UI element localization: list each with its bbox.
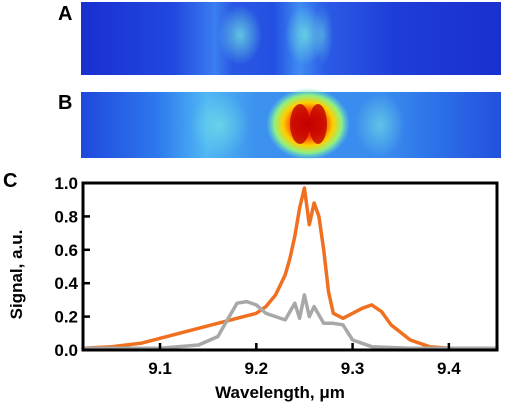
x-tick-label: 9.3 [341,359,365,378]
x-axis-title: Wavelength, μm [215,383,345,402]
x-tick-label: 9.2 [244,359,268,378]
y-axis-title: Signal, a.u. [7,230,26,320]
panel-label-b: B [58,92,73,114]
y-tick-label: 1.0 [54,174,78,193]
panel-label-a: A [58,3,73,25]
x-tick-label: 9.1 [148,359,172,378]
series-line-2 [81,293,499,351]
y-tick-label: 0.0 [54,341,78,360]
panel-label-c: C [3,170,18,192]
y-tick-label: 0.8 [54,207,78,226]
y-tick-label: 0.2 [54,308,78,327]
y-tick-label: 0.4 [54,274,78,293]
y-tick-label: 0.6 [54,241,78,260]
image-panel-a [81,2,501,75]
plot-frame [81,181,499,352]
series-line-1 [81,186,499,351]
image-panel-b [81,88,501,160]
x-tick-label: 9.4 [437,359,461,378]
spectrum-chart: 0.0 0.2 0.4 0.6 0.8 1.0 9.1 9.2 9.3 9.4 Wavelength… [7,174,499,402]
